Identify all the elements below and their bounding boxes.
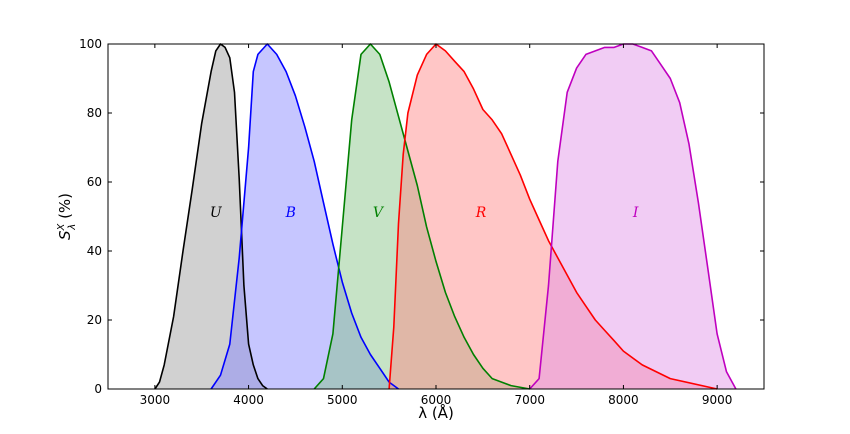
y-tick-label: 100 xyxy=(79,37,102,51)
y-axis-label: SXλ (%) xyxy=(56,193,78,240)
x-tick-label: 6000 xyxy=(421,393,452,407)
x-tick-label: 4000 xyxy=(233,393,264,407)
axis-tick-labels: 3000 4000 5000 6000 7000 8000 9000 0 20 40 60 80 100 xyxy=(79,37,732,407)
x-tick-label: 9000 xyxy=(702,393,733,407)
band-u-label: U xyxy=(210,205,223,221)
band-i-area xyxy=(529,44,736,389)
y-tick-label: 40 xyxy=(87,244,102,258)
band-b-line xyxy=(210,43,399,390)
x-tick-label: 8000 xyxy=(608,393,639,407)
y-tick-label: 80 xyxy=(87,106,102,120)
band-r-label: R xyxy=(475,205,487,221)
band-i-label: I xyxy=(632,205,639,221)
x-tick-label: 3000 xyxy=(140,393,171,407)
x-tick-label: 7000 xyxy=(514,393,545,407)
y-tick-label: 60 xyxy=(87,175,102,189)
axis-ticks xyxy=(108,43,764,390)
band-u-line xyxy=(154,43,268,390)
x-axis-label: λ (Å) xyxy=(418,403,454,422)
y-tick-label: 20 xyxy=(87,313,102,327)
band-u-area xyxy=(154,44,268,389)
band-b-area xyxy=(211,44,399,389)
y-tick-label: 0 xyxy=(94,382,102,396)
band-v-area xyxy=(314,44,530,389)
band-r-area xyxy=(389,44,718,389)
band-v-label: V xyxy=(373,205,385,221)
band-r-line xyxy=(388,43,718,390)
x-tick-label: 5000 xyxy=(327,393,358,407)
band-v-line xyxy=(313,43,530,390)
band-b-label: B xyxy=(285,205,296,221)
band-areas xyxy=(154,44,736,389)
